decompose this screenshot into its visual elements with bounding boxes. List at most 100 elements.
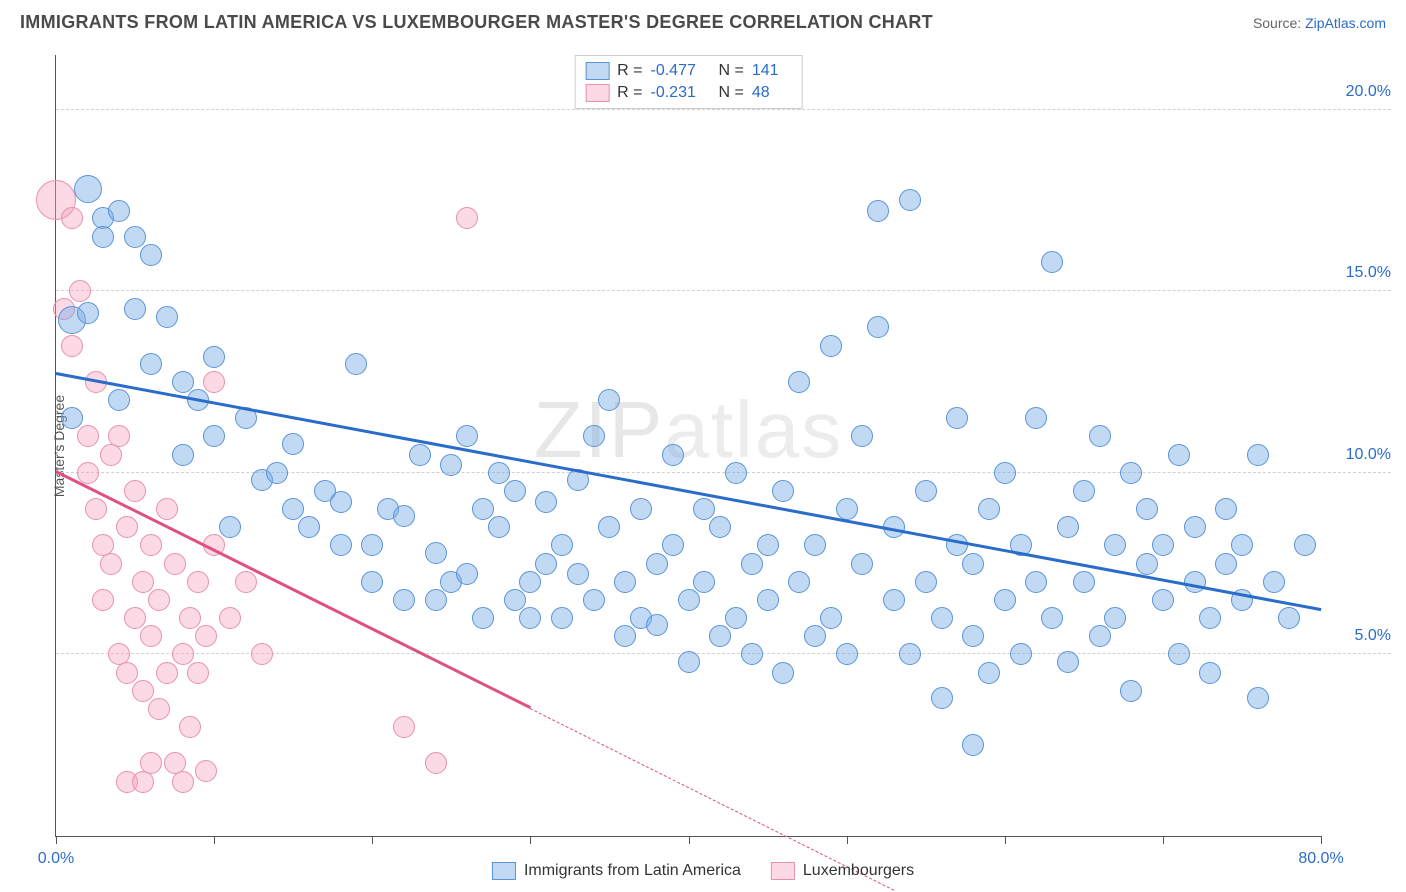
x-tick: [214, 836, 215, 844]
r-value: -0.231: [651, 84, 711, 102]
legend-swatch: [771, 862, 795, 880]
legend-row: R =-0.477N =141: [585, 60, 792, 82]
pink-point: [235, 571, 257, 593]
pink-point: [140, 625, 162, 647]
pink-point: [108, 425, 130, 447]
legend-item: Luxembourgers: [771, 862, 914, 880]
watermark: ZIPatlas: [534, 384, 843, 476]
pink-point: [148, 589, 170, 611]
blue-point: [836, 643, 858, 665]
pink-point: [251, 643, 273, 665]
pink-point: [77, 425, 99, 447]
blue-point: [883, 589, 905, 611]
legend-swatch: [492, 862, 516, 880]
blue-point: [504, 589, 526, 611]
blue-point: [77, 302, 99, 324]
n-value: 141: [752, 62, 792, 80]
source-link[interactable]: ZipAtlas.com: [1305, 15, 1386, 31]
blue-point: [266, 462, 288, 484]
blue-point: [1104, 534, 1126, 556]
blue-point: [994, 462, 1016, 484]
blue-point: [931, 607, 953, 629]
pink-point: [132, 680, 154, 702]
blue-point: [488, 462, 510, 484]
legend-label: Immigrants from Latin America: [524, 862, 741, 880]
pink-point: [456, 207, 478, 229]
pink-point: [156, 662, 178, 684]
blue-point: [1199, 662, 1221, 684]
blue-point: [330, 534, 352, 556]
pink-point: [203, 371, 225, 393]
pink-point: [124, 607, 146, 629]
blue-point: [662, 444, 684, 466]
blue-point: [772, 480, 794, 502]
blue-point: [583, 425, 605, 447]
blue-point: [74, 175, 102, 203]
x-tick: [1321, 836, 1322, 844]
pink-point: [164, 553, 186, 575]
x-tick: [530, 836, 531, 844]
blue-point: [425, 542, 447, 564]
blue-point: [1057, 651, 1079, 673]
x-tick: [847, 836, 848, 844]
pink-point: [116, 516, 138, 538]
blue-point: [1010, 643, 1032, 665]
blue-point: [1215, 553, 1237, 575]
blue-point: [630, 498, 652, 520]
y-tick-label: 15.0%: [1331, 264, 1391, 282]
blue-point: [788, 571, 810, 593]
legend-swatch: [585, 62, 609, 80]
blue-point: [393, 589, 415, 611]
blue-point: [203, 346, 225, 368]
pink-point: [77, 462, 99, 484]
blue-point: [820, 335, 842, 357]
blue-point: [440, 454, 462, 476]
pink-point: [425, 752, 447, 774]
blue-point: [519, 571, 541, 593]
blue-point: [393, 505, 415, 527]
blue-point: [1120, 680, 1142, 702]
blue-point: [361, 534, 383, 556]
pink-point: [116, 662, 138, 684]
pink-point: [187, 571, 209, 593]
blue-point: [678, 651, 700, 673]
blue-point: [614, 625, 636, 647]
blue-point: [1152, 534, 1174, 556]
blue-point: [1089, 425, 1111, 447]
blue-point: [124, 226, 146, 248]
blue-point: [1294, 534, 1316, 556]
blue-point: [899, 643, 921, 665]
pink-point: [61, 335, 83, 357]
blue-point: [1136, 498, 1158, 520]
pink-point: [172, 771, 194, 793]
blue-point: [472, 607, 494, 629]
n-label: N =: [719, 62, 744, 80]
blue-point: [757, 589, 779, 611]
blue-point: [946, 407, 968, 429]
blue-point: [203, 425, 225, 447]
blue-point: [140, 353, 162, 375]
blue-point: [108, 389, 130, 411]
blue-point: [962, 734, 984, 756]
blue-point: [219, 516, 241, 538]
blue-point: [899, 189, 921, 211]
blue-point: [361, 571, 383, 593]
blue-point: [1041, 251, 1063, 273]
pink-point: [179, 607, 201, 629]
blue-point: [567, 563, 589, 585]
x-tick-label: 0.0%: [38, 850, 74, 868]
blue-point: [1184, 516, 1206, 538]
gridline: [56, 109, 1391, 110]
blue-point: [345, 353, 367, 375]
blue-point: [725, 462, 747, 484]
pink-point: [179, 716, 201, 738]
blue-point: [978, 662, 1000, 684]
blue-point: [741, 643, 763, 665]
blue-point: [124, 298, 146, 320]
pink-point: [140, 534, 162, 556]
blue-point: [583, 589, 605, 611]
gridline: [56, 290, 1391, 291]
blue-point: [931, 687, 953, 709]
blue-point: [519, 607, 541, 629]
blue-point: [772, 662, 794, 684]
